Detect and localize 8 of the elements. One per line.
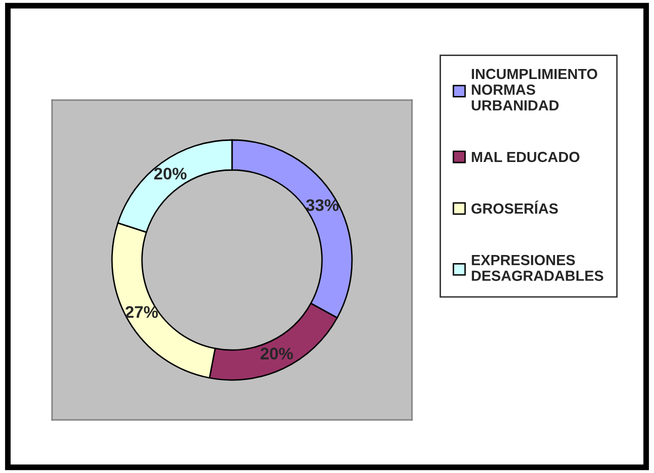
data-label: 27% (126, 306, 158, 318)
legend-label: MAL EDUCADO (472, 152, 580, 162)
legend-label: EXPRESIONES DESAGRADABLES (472, 254, 604, 281)
data-label: 20% (154, 168, 187, 180)
legend-label: GROSERÍAS (472, 200, 558, 214)
data-label: 20% (260, 348, 293, 360)
data-label: 33% (306, 199, 339, 212)
legend-label: INCUMPLIMIENTO NORMAS URBANIDAD (472, 68, 598, 111)
